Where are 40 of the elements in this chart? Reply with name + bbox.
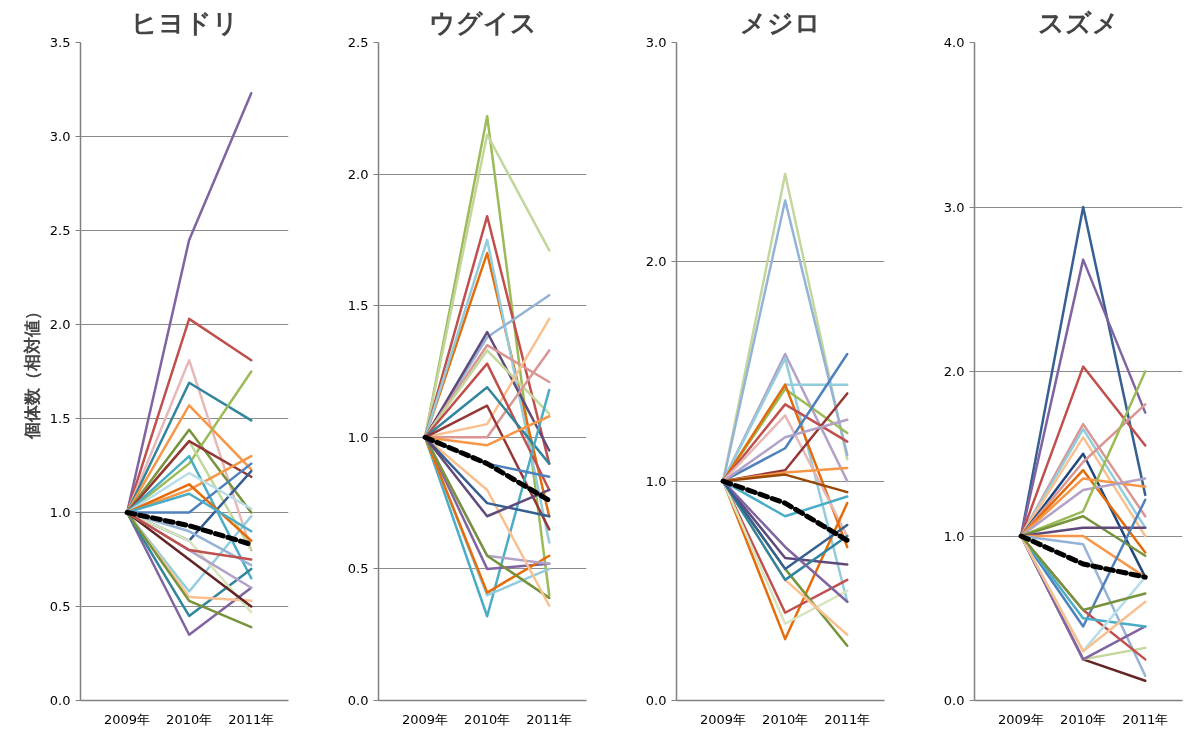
y-tick-label: 1.5 xyxy=(49,411,71,426)
y-tick-label: 4.0 xyxy=(943,35,965,50)
y-tick-label: 3.5 xyxy=(49,35,71,50)
y-tick-label: 3.0 xyxy=(943,199,965,215)
x-tick-label: 2009年 xyxy=(402,711,449,727)
x-tick-label: 2010年 xyxy=(1060,711,1107,727)
x-tick-label: 2011年 xyxy=(228,711,275,727)
y-tick-label: 1.5 xyxy=(347,298,369,314)
y-tick-label: 2.5 xyxy=(347,35,369,50)
x-tick-label: 2009年 xyxy=(104,711,151,727)
y-tick-label: 2.0 xyxy=(49,317,71,332)
y-tick-label: 1.0 xyxy=(49,505,71,520)
y-tick-label: 1.0 xyxy=(645,473,667,489)
x-tick-label: 2010年 xyxy=(464,711,511,727)
y-tick-label: 3.0 xyxy=(645,35,667,50)
y-tick-label: 0.0 xyxy=(943,693,965,708)
y-tick-label: 0.0 xyxy=(347,693,369,708)
y-tick-label: 2.0 xyxy=(943,364,965,379)
chart-title: メジロ xyxy=(740,7,821,38)
y-tick-label: 1.0 xyxy=(943,528,965,544)
x-tick-label: 2010年 xyxy=(166,711,213,727)
y-tick-label: 2.0 xyxy=(645,254,667,270)
y-axis-title: 個体数（相対値） xyxy=(21,303,42,441)
x-tick-label: 2011年 xyxy=(526,711,573,727)
y-tick-label: 2.0 xyxy=(347,166,369,182)
y-tick-label: 0.5 xyxy=(49,599,71,614)
y-tick-label: 1.0 xyxy=(347,429,369,445)
y-tick-label: 0.5 xyxy=(347,561,369,577)
chart-title: ヒヨドリ xyxy=(130,7,239,38)
y-tick-label: 0.0 xyxy=(645,693,667,708)
x-tick-label: 2011年 xyxy=(824,711,871,727)
chart-title: ウグイス xyxy=(428,7,537,38)
y-tick-label: 0.0 xyxy=(49,693,71,708)
y-tick-label: 2.5 xyxy=(49,223,71,238)
x-tick-label: 2011年 xyxy=(1122,711,1169,727)
x-tick-label: 2010年 xyxy=(762,711,809,727)
x-tick-label: 2009年 xyxy=(700,711,747,727)
chart-title: スズメ xyxy=(1038,7,1119,38)
x-tick-label: 2009年 xyxy=(998,711,1045,727)
y-tick-label: 3.0 xyxy=(49,129,71,144)
